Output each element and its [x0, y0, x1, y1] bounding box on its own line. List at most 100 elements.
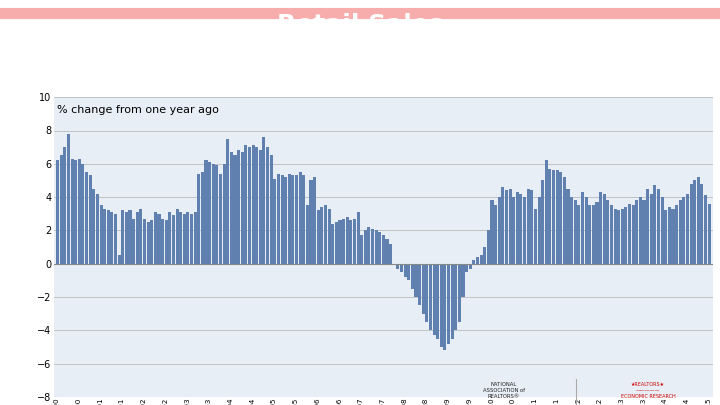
Bar [63, 147, 66, 264]
Bar [132, 219, 135, 264]
Bar [204, 160, 207, 264]
Bar [92, 189, 95, 264]
Bar [135, 212, 139, 264]
Bar [233, 156, 237, 264]
Bar [324, 205, 327, 264]
Bar [592, 205, 595, 264]
Bar [693, 181, 696, 264]
Bar [179, 212, 182, 264]
Text: % change from one year ago: % change from one year ago [58, 104, 219, 115]
Bar [374, 230, 378, 264]
Bar [606, 200, 609, 264]
Bar [458, 264, 461, 322]
Bar [258, 151, 262, 264]
Bar [143, 219, 146, 264]
Bar [462, 264, 464, 297]
Bar [519, 194, 523, 264]
Bar [60, 156, 63, 264]
Bar [117, 256, 121, 264]
Bar [331, 224, 334, 264]
Bar [505, 190, 508, 264]
Bar [595, 202, 598, 264]
Bar [556, 171, 559, 264]
Bar [523, 197, 526, 264]
Bar [197, 174, 200, 264]
Bar [219, 174, 222, 264]
Bar [190, 214, 193, 264]
Bar [284, 177, 287, 264]
Bar [646, 189, 649, 264]
Bar [302, 175, 305, 264]
Bar [328, 209, 330, 264]
Bar [603, 194, 606, 264]
Bar [96, 194, 99, 264]
Bar [642, 200, 646, 264]
Bar [349, 220, 352, 264]
Bar [541, 181, 544, 264]
Bar [665, 211, 667, 264]
Bar [56, 160, 59, 264]
Bar [483, 247, 486, 264]
Bar [501, 187, 505, 264]
Bar [490, 200, 493, 264]
Bar [494, 205, 497, 264]
Bar [498, 197, 501, 264]
Bar [418, 264, 421, 305]
Bar [176, 209, 179, 264]
Bar [404, 264, 407, 277]
Bar [255, 147, 258, 264]
Bar [371, 229, 374, 264]
Bar [396, 264, 400, 269]
Bar [67, 134, 70, 264]
Bar [208, 162, 211, 264]
Bar [653, 185, 657, 264]
Bar [78, 159, 81, 264]
Bar [201, 172, 204, 264]
Bar [574, 200, 577, 264]
Bar [660, 197, 664, 264]
Bar [125, 212, 128, 264]
Bar [215, 166, 218, 264]
Bar [599, 192, 602, 264]
Text: Retail Sales: Retail Sales [276, 13, 444, 37]
Bar [158, 214, 161, 264]
Bar [364, 230, 366, 264]
Bar [639, 197, 642, 264]
Bar [360, 235, 363, 264]
Bar [649, 194, 653, 264]
Bar [480, 256, 482, 264]
Bar [147, 222, 150, 264]
Bar [270, 156, 273, 264]
Bar [628, 204, 631, 264]
Bar [454, 264, 457, 330]
Bar [610, 205, 613, 264]
Bar [194, 212, 197, 264]
Bar [549, 169, 552, 264]
Bar [668, 207, 671, 264]
Bar [426, 264, 428, 322]
Bar [613, 209, 616, 264]
Bar [230, 152, 233, 264]
Bar [172, 215, 175, 264]
Bar [338, 220, 341, 264]
Bar [335, 222, 338, 264]
Bar [288, 174, 291, 264]
Bar [621, 209, 624, 264]
Bar [81, 164, 84, 264]
Bar [672, 209, 675, 264]
Bar [469, 264, 472, 269]
Bar [516, 192, 519, 264]
Bar [588, 205, 591, 264]
Bar [274, 179, 276, 264]
Bar [552, 171, 555, 264]
Bar [411, 264, 414, 289]
Bar [408, 264, 410, 280]
Bar [103, 209, 107, 264]
Bar [570, 197, 573, 264]
Bar [451, 264, 454, 339]
Bar [635, 200, 639, 264]
Bar [183, 214, 186, 264]
Bar [708, 204, 711, 264]
Bar [476, 257, 479, 264]
Bar [244, 145, 248, 264]
